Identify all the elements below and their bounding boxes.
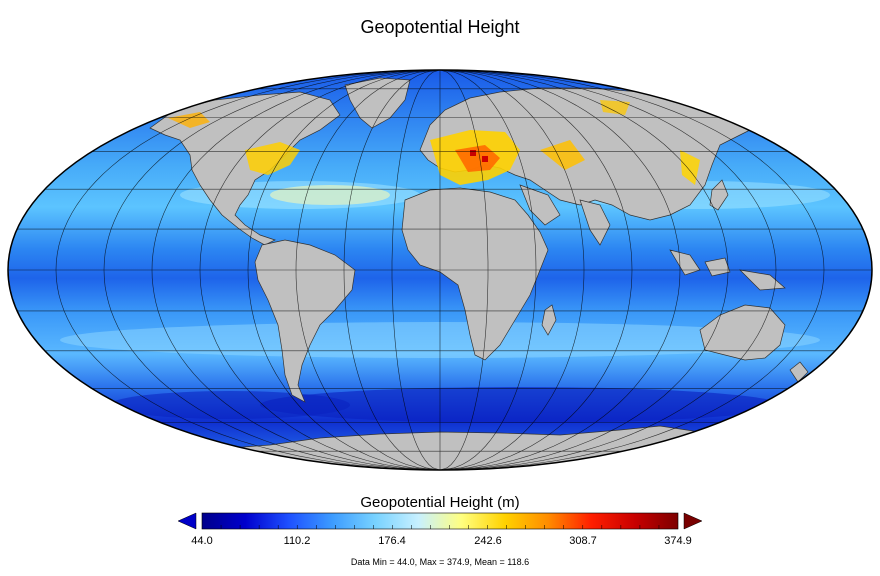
australia xyxy=(699,304,786,361)
africa xyxy=(401,187,549,361)
colorbar-tick-label: 110.2 xyxy=(283,535,311,547)
colorbar-over-arrow xyxy=(683,512,703,530)
colorbar-tick-label: 242.6 xyxy=(474,535,502,547)
map-title: Geopotential Height xyxy=(360,17,520,37)
red-cell-1 xyxy=(470,150,476,156)
warm-patch-asia xyxy=(540,140,585,170)
map-outline xyxy=(7,69,873,471)
colorbar-under-arrow xyxy=(177,512,197,530)
southern-ocean-low xyxy=(260,387,780,423)
colorbar-label: Geopotential Height (m) xyxy=(360,494,520,511)
red-cell-2 xyxy=(482,156,488,162)
colorbar-bar xyxy=(201,512,679,530)
colorbar-tick-label: 374.9 xyxy=(664,535,692,547)
warm-patch-canada xyxy=(168,112,210,128)
new-zealand xyxy=(789,361,809,383)
graticule xyxy=(8,69,872,471)
warm-patch-east-asia xyxy=(680,150,700,185)
greenland xyxy=(344,77,411,129)
madagascar xyxy=(541,304,557,336)
data-statistics: Data Min = 44.0, Max = 374.9, Mean = 118… xyxy=(350,557,530,567)
japan xyxy=(709,179,729,211)
colorbar-tick-label: 44.0 xyxy=(191,535,213,547)
north-america xyxy=(149,91,341,246)
colorbar-tick-label: 308.7 xyxy=(569,535,597,547)
colorbar-minor-ticks xyxy=(220,525,660,529)
arabia-india xyxy=(519,184,611,246)
warm-patch-siberia xyxy=(600,100,630,115)
south-america xyxy=(254,239,356,403)
colorbar-tick-label: 176.4 xyxy=(378,535,406,547)
